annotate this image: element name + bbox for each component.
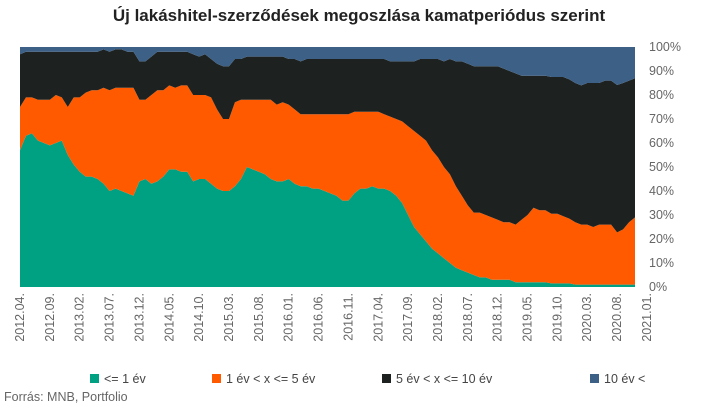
x-tick-label: 2017.04. xyxy=(371,293,385,342)
x-tick-label: 2016.06. xyxy=(312,293,326,342)
x-tick-label: 2019.05. xyxy=(521,293,535,342)
y-tick-label: 80% xyxy=(649,88,674,102)
area-series-3 xyxy=(20,49,635,233)
legend-label-3: 5 év < x <= 10 év xyxy=(396,372,493,386)
area-series-4 xyxy=(20,47,635,86)
x-tick-label: 2018.02. xyxy=(431,293,445,342)
x-tick-label: 2018.12. xyxy=(491,293,505,342)
y-tick-label: 50% xyxy=(649,160,674,174)
y-axis-ticks: 0% 10% 20% 30% 40% 50% 60% 70% 80% 90% 100% xyxy=(649,40,681,294)
y-tick-label: 30% xyxy=(649,208,674,222)
x-tick-label: 2017.09. xyxy=(401,293,415,342)
x-tick-label: 2018.07. xyxy=(461,293,475,342)
y-tick-label: 90% xyxy=(649,64,674,78)
y-tick-label: 10% xyxy=(649,256,674,270)
legend-swatch-1 xyxy=(90,374,99,383)
x-tick-label: 2014.10. xyxy=(192,293,206,342)
x-tick-label: 2019.10. xyxy=(550,293,564,342)
x-axis-ticks: 2012.04. 2012.09. 2013.02. 2013.07. 2013.12.… xyxy=(13,293,654,342)
x-tick-label: 2020.08. xyxy=(610,293,624,342)
x-tick-label: 2013.07. xyxy=(103,293,117,342)
area-series-2 xyxy=(20,85,635,285)
source-note: Forrás: MNB, Portfolio xyxy=(4,390,128,404)
stacked-areas xyxy=(20,47,635,287)
legend-swatch-3 xyxy=(382,374,391,383)
legend-label-1: <= 1 év xyxy=(104,372,146,386)
x-tick-label: 2015.08. xyxy=(252,293,266,342)
x-tick-label: 2020.03. xyxy=(580,293,594,342)
x-tick-label: 2013.02. xyxy=(73,293,87,342)
y-tick-label: 100% xyxy=(649,40,681,54)
area-series-1 xyxy=(20,133,635,287)
y-tick-label: 20% xyxy=(649,232,674,246)
x-tick-label: 2016.01. xyxy=(282,293,296,342)
x-tick-label: 2015.03. xyxy=(222,293,236,342)
x-tick-label: 2012.04. xyxy=(13,293,27,342)
y-tick-label: 60% xyxy=(649,136,674,150)
y-tick-label: 40% xyxy=(649,184,674,198)
x-tick-label: 2013.12. xyxy=(132,293,146,342)
chart-title: Új lakáshitel-szerződések megoszlása kam… xyxy=(112,6,606,25)
legend-label-2: 1 év < x <= 5 év xyxy=(226,372,316,386)
legend-swatch-2 xyxy=(212,374,221,383)
legend-label-4: 10 év < xyxy=(604,372,645,386)
legend-swatch-4 xyxy=(590,374,599,383)
x-tick-label: 2014.05. xyxy=(162,293,176,342)
x-tick-label: 2016.11. xyxy=(341,293,355,341)
y-tick-label: 70% xyxy=(649,112,674,126)
legend: <= 1 év 1 év < x <= 5 év 5 év < x <= 10 év… xyxy=(90,372,645,386)
x-tick-label: 2012.09. xyxy=(43,293,57,342)
y-tick-label: 0% xyxy=(649,280,667,294)
x-tick-label: 2021.01. xyxy=(640,293,654,342)
